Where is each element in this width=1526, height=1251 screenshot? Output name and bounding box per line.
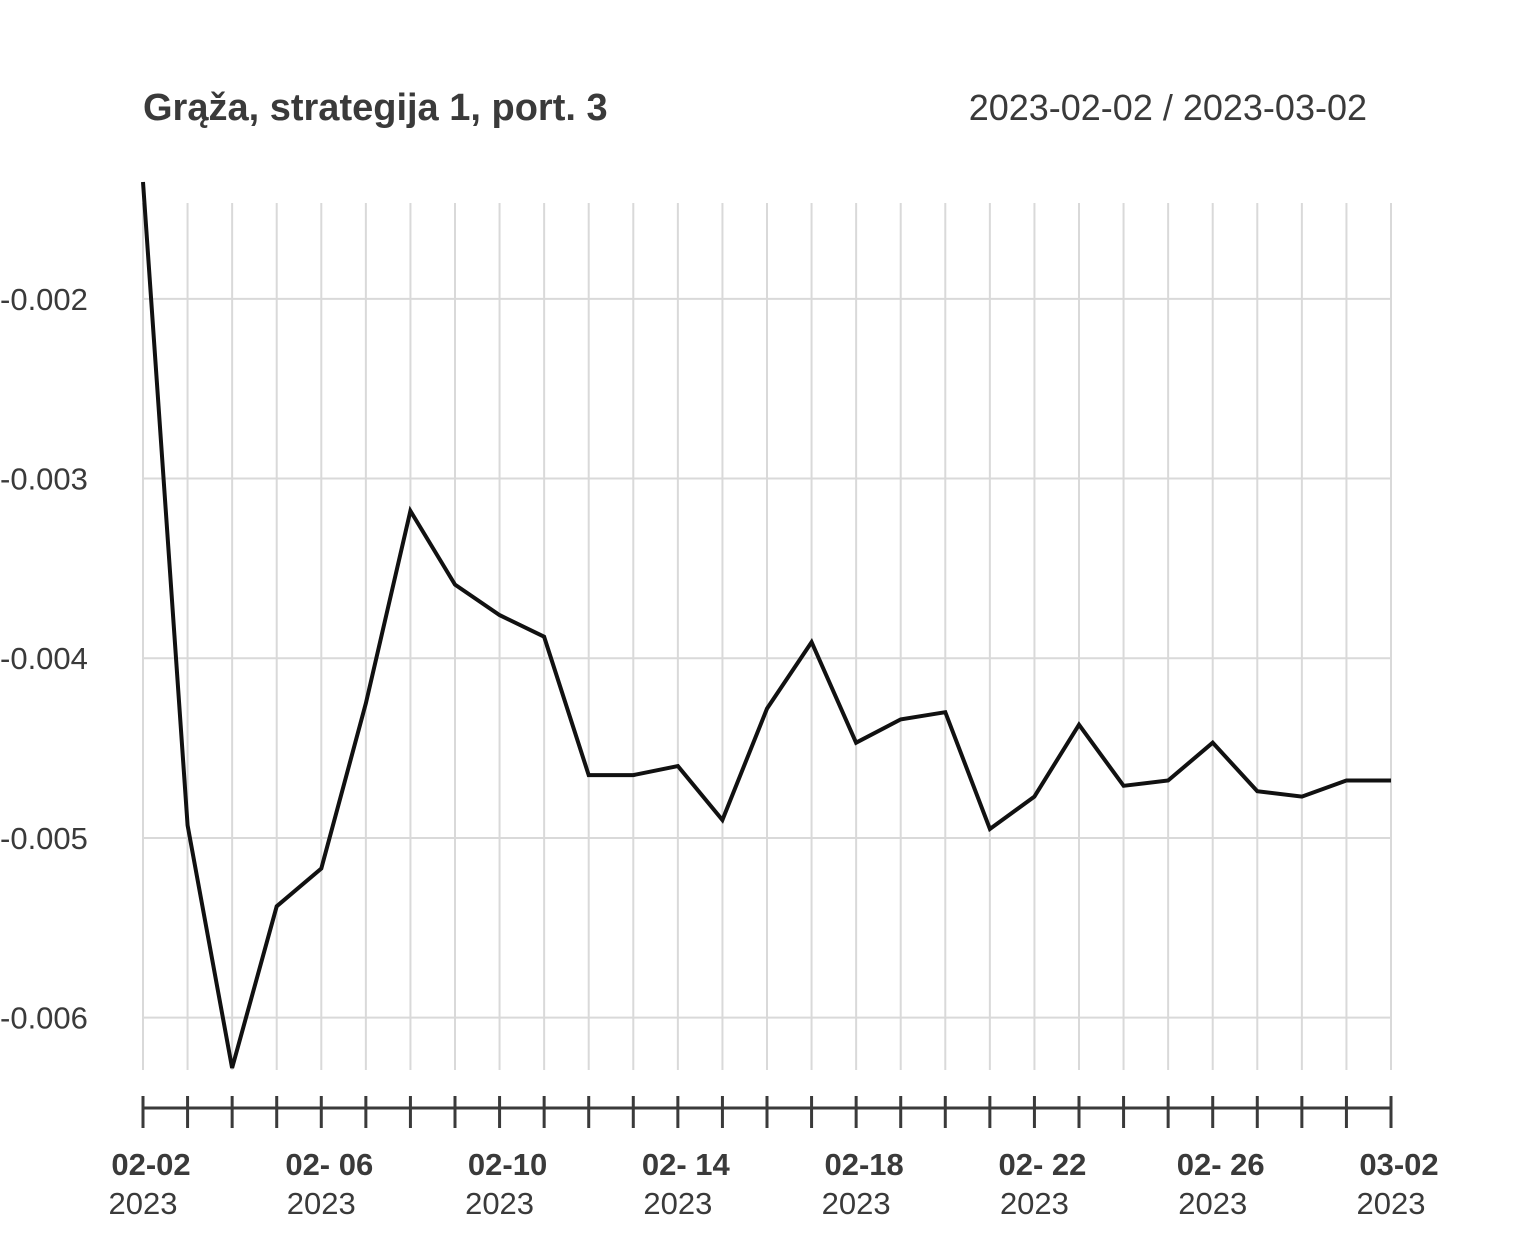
x-tick-label: 02- 06 xyxy=(285,1147,373,1182)
date-range: 2023-02-02 / 2023-03-02 xyxy=(969,87,1367,128)
x-tick-year-label: 2023 xyxy=(287,1186,356,1221)
x-tick-label: 02-18 xyxy=(824,1147,903,1182)
x-tick-label: 02-10 xyxy=(468,1147,547,1182)
x-tick-label: 02-02 xyxy=(111,1147,190,1182)
x-tick-label: 03-02 xyxy=(1359,1147,1438,1182)
y-axis: -0.002 -0.003 -0.004 -0.005 -0.006 xyxy=(0,282,88,1036)
x-tick-year-label: 2023 xyxy=(1000,1186,1069,1221)
x-tick-year-label: 2023 xyxy=(643,1186,712,1221)
chart-title: Grąža, strategija 1, port. 3 xyxy=(143,87,608,129)
y-tick-label: -0.005 xyxy=(0,821,88,856)
x-axis: 02-02 2023 02- 06 2023 02-10 2023 02- 14 2023 02… xyxy=(109,1096,1439,1221)
x-tick-label: 02- 22 xyxy=(998,1147,1086,1182)
grid xyxy=(143,203,1391,1070)
y-tick-label: -0.006 xyxy=(0,1001,88,1036)
x-tick-year-label: 2023 xyxy=(465,1186,534,1221)
x-tick-year-label: 2023 xyxy=(1178,1186,1247,1221)
x-tick-year-label: 2023 xyxy=(822,1186,891,1221)
x-tick-label: 02- 26 xyxy=(1177,1147,1265,1182)
y-tick-label: -0.002 xyxy=(0,282,88,317)
x-tick-label: 02- 14 xyxy=(642,1147,731,1182)
x-tick-year-label: 2023 xyxy=(109,1186,178,1221)
y-tick-label: -0.003 xyxy=(0,462,88,497)
x-tick-year-label: 2023 xyxy=(1357,1186,1426,1221)
y-tick-label: -0.004 xyxy=(0,641,88,676)
